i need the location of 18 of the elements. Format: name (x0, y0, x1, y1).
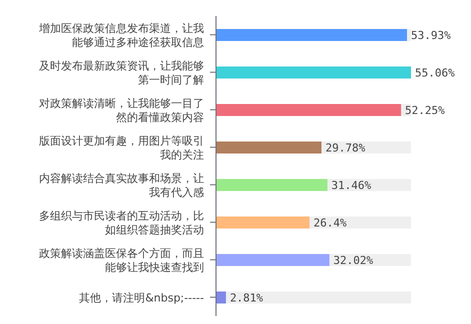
y-tick-label: 对政策解读清晰，让我能够一目了然的看懂政策内容 (39, 96, 204, 124)
bar (216, 29, 407, 41)
data-label: 55.06% (415, 66, 456, 80)
data-label: 52.25% (405, 104, 446, 117)
y-tick-label: 多组织与市民读者的互动活动，比如组织答题抽奖活动 (39, 209, 204, 236)
y-tick-label: 版面设计更加有趣，用图片等吸引我的关注 (39, 134, 204, 162)
data-label: 53.93% (411, 29, 452, 42)
y-tick-label: 其他，请注明&nbsp;----- (79, 291, 204, 304)
data-label: 2.81% (230, 292, 264, 304)
data-label: 31.46% (331, 179, 372, 192)
data-label: 26.4% (314, 216, 347, 230)
y-tick-label: 政策解读涵盖医保各个方面，而且能够让我快速查找到 (39, 246, 204, 274)
y-tick-label: 增加医保政策信息发布渠道，让我能够通过多种途径获取信息 (38, 22, 204, 49)
data-label: 29.78% (325, 142, 366, 154)
y-tick-label: 及时发布最新政策资讯，让我能够第一时间了解 (39, 59, 204, 86)
y-tick-label: 内容解读结合真实故事和场景，让我有代入感 (39, 172, 204, 199)
data-label: 32.02% (333, 254, 374, 267)
bar (216, 292, 226, 304)
